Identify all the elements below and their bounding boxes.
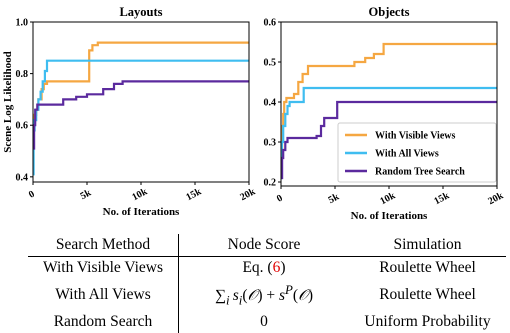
x-tick-label: 15k bbox=[184, 186, 203, 203]
y-tick-label: 1.0 bbox=[16, 18, 29, 29]
x-tick-label: 15k bbox=[432, 190, 451, 207]
score-prefix: Eq. ( bbox=[242, 259, 273, 276]
y-tick-label: 0.6 bbox=[16, 121, 29, 132]
table-row: With All Views ∑i si(𝒪) + sP(𝒪) Roulette… bbox=[28, 279, 506, 312]
series-line-random-tree-search bbox=[33, 80, 249, 150]
y-tick-label: 0.5 bbox=[264, 58, 277, 69]
x-tick-label: 10k bbox=[130, 186, 149, 203]
legend-label: With All Views bbox=[375, 149, 439, 160]
y-axis-label: Scene Log Likelihood bbox=[2, 51, 14, 152]
series-line-random-tree-search bbox=[281, 100, 497, 180]
search-method-table: Search Method Node Score Simulation With… bbox=[28, 234, 506, 333]
header-node-score: Node Score bbox=[178, 234, 349, 257]
simulation-cell: Uniform Probability bbox=[364, 313, 491, 331]
series-line-with-all-views bbox=[280, 86, 497, 180]
plot-frame bbox=[32, 21, 250, 183]
x-tick-label: 5k bbox=[79, 187, 94, 202]
x-tick-label: 10k bbox=[378, 190, 397, 207]
method-cell: With All Views bbox=[28, 279, 179, 312]
y-tick-label: 0.4 bbox=[264, 98, 277, 109]
y-tick-label: 0.8 bbox=[16, 69, 29, 80]
charts-figure: Layouts 0.4 0.6 0.8 1.0 0 5k 10k 15k 20k No. of It… bbox=[2, 5, 506, 222]
simulation-cell: Roulette Wheel bbox=[379, 286, 476, 304]
x-tick-label: 0 bbox=[27, 189, 37, 201]
y-tick-label: 0.3 bbox=[264, 138, 277, 149]
method-cell: Random Search bbox=[28, 311, 179, 333]
header-simulation: Simulation bbox=[349, 234, 506, 257]
x-axis-label: No. of Iterations bbox=[103, 206, 180, 218]
simulation-cell: Roulette Wheel bbox=[379, 259, 476, 276]
node-score-cell: Eq. (6) bbox=[179, 257, 350, 280]
series-line-with-all-views bbox=[32, 59, 249, 176]
objects-plot: Objects 0.2 0.3 0.4 0.5 0.6 0 5k 10k 15k 20k No. of… bbox=[264, 5, 506, 222]
series-line-with-visible-views bbox=[281, 42, 497, 156]
node-score-formula: ∑i si(𝒪) + sP(𝒪) bbox=[214, 282, 314, 308]
chart-legend: With Visible Views With All Views Random T… bbox=[337, 122, 497, 183]
table-row: With Visible Views Eq. (6) Roulette Whee… bbox=[28, 256, 506, 280]
y-tick-label: 0.6 bbox=[264, 18, 277, 29]
series-line-with-visible-views bbox=[32, 41, 249, 142]
legend-label: With Visible Views bbox=[375, 131, 455, 142]
x-tick-label: 20k bbox=[238, 186, 257, 203]
table-header-row: Search Method Node Score Simulation bbox=[28, 234, 506, 257]
x-axis-label: No. of Iterations bbox=[351, 210, 428, 222]
layouts-plot: Layouts 0.4 0.6 0.8 1.0 0 5k 10k 15k 20k No. of It… bbox=[2, 5, 258, 218]
x-tick-label: 0 bbox=[275, 193, 285, 205]
chart-title: Layouts bbox=[119, 5, 162, 19]
chart-title: Objects bbox=[369, 5, 410, 19]
header-search-method: Search Method bbox=[28, 234, 179, 257]
y-tick-label: 0.2 bbox=[264, 178, 277, 189]
legend-box bbox=[337, 122, 497, 183]
x-tick-label: 5k bbox=[327, 191, 342, 206]
x-tick-label: 20k bbox=[486, 190, 505, 207]
y-tick-label: 0.4 bbox=[16, 172, 29, 183]
equation-reference-link[interactable]: 6 bbox=[272, 259, 281, 276]
score-suffix: ) bbox=[280, 259, 286, 276]
legend-label: Random Tree Search bbox=[375, 167, 465, 178]
table-row: Random Search 0 Uniform Probability bbox=[28, 311, 506, 333]
node-score-cell: 0 bbox=[260, 313, 268, 331]
method-cell: With Visible Views bbox=[28, 256, 179, 279]
